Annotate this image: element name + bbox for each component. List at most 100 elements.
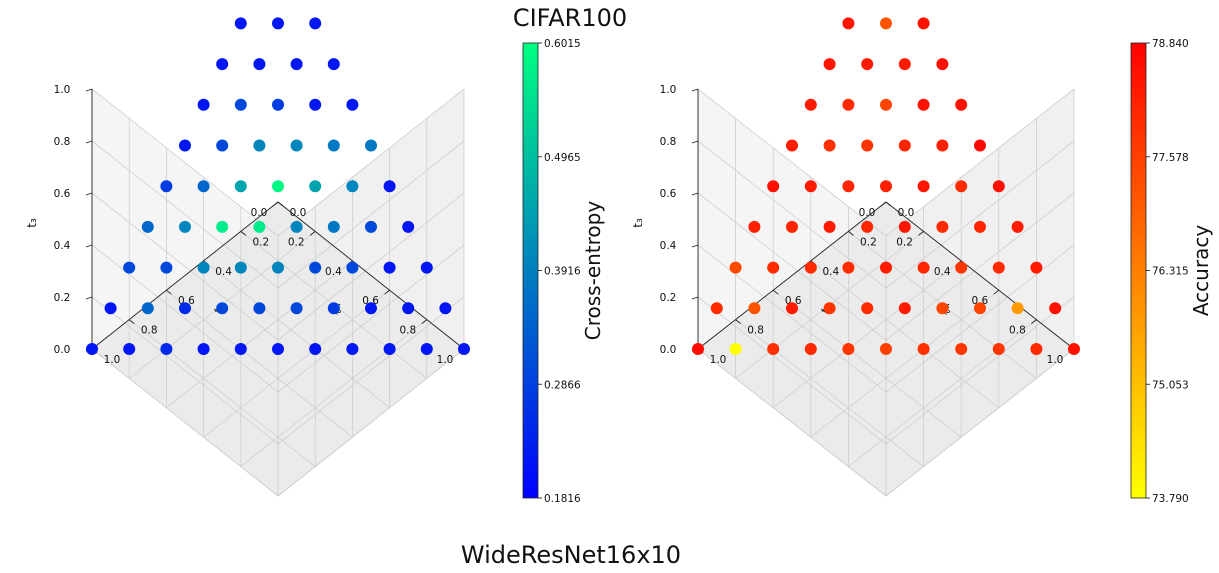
wall-gridline <box>697 140 887 289</box>
x-tick-label: 1.0 <box>710 354 727 366</box>
wall-gridline <box>885 348 1075 497</box>
z-tick-mark <box>691 192 699 196</box>
data-point <box>104 302 117 315</box>
data-point <box>402 220 415 233</box>
y-tick-label: 0.0 <box>251 207 268 219</box>
data-point <box>1049 302 1062 315</box>
data-point <box>1011 220 1024 233</box>
data-point <box>290 220 303 233</box>
z-tick-mark <box>85 244 93 248</box>
data-point <box>346 261 359 274</box>
data-point <box>327 302 340 315</box>
z-tick-mark <box>691 88 699 92</box>
wall-gridline <box>697 192 887 341</box>
y-tick-mark <box>918 231 924 236</box>
data-point <box>936 220 949 233</box>
y-tick-mark <box>384 289 390 295</box>
data-point <box>439 302 452 315</box>
wall-gridline <box>277 192 465 341</box>
data-point <box>880 98 892 111</box>
x-tick-mark <box>240 231 247 236</box>
data-point <box>955 343 968 355</box>
data-point <box>160 180 173 193</box>
wall-gridline <box>277 348 465 497</box>
wall-gridline <box>885 140 1075 289</box>
floor-gridline <box>240 319 428 467</box>
colorbar-tick-label: 78.840 <box>1152 38 1189 50</box>
data-point <box>861 220 874 233</box>
colorbar-tick-label: 77.578 <box>1152 152 1189 164</box>
data-point <box>1011 302 1024 315</box>
data-point <box>160 261 173 274</box>
wall-gridline <box>91 296 279 445</box>
data-point <box>458 343 470 355</box>
x-tick-mark <box>128 319 135 324</box>
colorbar-label: Cross-entropy <box>581 201 605 341</box>
data-point <box>253 139 266 152</box>
data-point <box>216 58 229 71</box>
data-point <box>823 58 836 71</box>
floor-gridline <box>128 319 316 467</box>
data-point <box>197 180 210 193</box>
data-point <box>383 261 396 274</box>
data-point <box>141 302 154 315</box>
z-tick-mark <box>691 140 699 144</box>
y-tick-label: 0.2 <box>288 236 305 248</box>
accuracy-panel: 0.00.00.00.2 0.20.20.4 0.40.40.6 0.60.60.8 0… <box>631 17 1213 505</box>
floor-gridline <box>772 289 962 438</box>
data-point <box>842 98 855 111</box>
data-point <box>346 98 359 111</box>
colorbar-tick-label: 73.790 <box>1152 493 1189 505</box>
floor-gridline <box>810 260 1000 409</box>
data-point <box>123 343 136 355</box>
data-point <box>1068 343 1080 355</box>
z-tick-mark <box>691 244 699 248</box>
data-point <box>955 180 968 193</box>
data-point <box>309 343 322 355</box>
z-tick-label: 0.8 <box>660 136 677 148</box>
data-point <box>197 343 210 355</box>
data-point <box>290 139 303 152</box>
data-point <box>861 139 874 152</box>
data-point <box>309 261 322 274</box>
data-point <box>272 17 284 30</box>
data-point <box>936 139 949 152</box>
z-tick-mark <box>85 88 93 92</box>
data-point <box>955 261 968 274</box>
y-axis-line <box>91 201 279 350</box>
data-point <box>160 343 173 355</box>
y-tick-label: 0.8 <box>399 325 416 337</box>
wall-gridline <box>277 296 465 445</box>
data-point <box>898 302 911 315</box>
data-point <box>842 343 855 355</box>
data-point <box>974 139 986 152</box>
data-point <box>272 98 284 111</box>
data-point <box>346 343 359 355</box>
data-point <box>234 17 247 30</box>
data-point <box>767 343 780 355</box>
data-point <box>842 17 855 30</box>
data-point <box>880 261 892 274</box>
data-point <box>179 139 191 152</box>
y-tick-label: 0.4 <box>325 266 342 278</box>
data-point <box>861 58 874 71</box>
floor-gridline <box>735 319 924 467</box>
x-tick-label: 0.8 <box>747 325 764 337</box>
data-point <box>420 343 433 355</box>
data-point <box>327 139 340 152</box>
data-point <box>327 220 340 233</box>
data-point <box>898 58 911 71</box>
wall-gridline <box>885 88 1075 237</box>
wall-gridline <box>697 296 887 445</box>
x-tick-mark <box>166 289 172 295</box>
data-point <box>290 302 303 315</box>
data-point <box>823 220 836 233</box>
wall-gridline <box>91 88 279 237</box>
data-point <box>804 98 817 111</box>
data-point <box>936 302 949 315</box>
z-tick-label: 1.0 <box>660 84 677 96</box>
data-point <box>767 180 780 193</box>
data-point <box>710 302 723 315</box>
z-tick-label: 0.8 <box>54 136 71 148</box>
